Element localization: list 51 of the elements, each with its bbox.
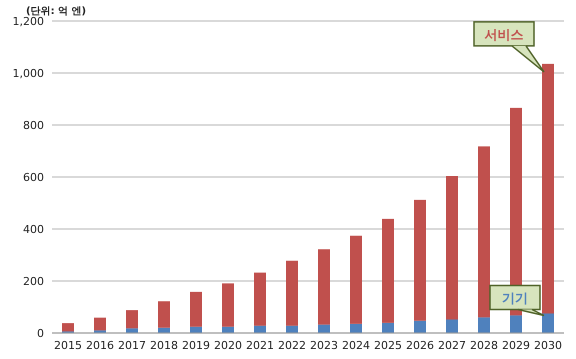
bar [222, 283, 234, 327]
x-tick-label: 2019 [182, 338, 210, 352]
x-tick-label: 2016 [86, 338, 114, 352]
x-tick-label: 2018 [150, 338, 178, 352]
bar [286, 260, 298, 326]
bar [542, 314, 554, 333]
bar [254, 326, 266, 333]
y-tick-label: 0 [37, 326, 44, 340]
y-tick-label: 600 [23, 170, 44, 184]
x-tick-label: 2026 [406, 338, 434, 352]
bar [94, 318, 106, 330]
bar [158, 301, 170, 328]
bar [350, 236, 362, 324]
x-tick-label: 2028 [470, 338, 498, 352]
bar [446, 319, 458, 333]
y-tick-label: 200 [23, 274, 44, 288]
x-tick-label: 2021 [246, 338, 274, 352]
x-tick-label: 2015 [54, 338, 82, 352]
bar [318, 324, 330, 333]
bar [350, 324, 362, 333]
x-tick-label: 2025 [374, 338, 402, 352]
bar [414, 320, 426, 333]
bar [510, 315, 522, 333]
bar [190, 292, 202, 327]
bar [382, 218, 394, 323]
text: (단위: 억 엔) [26, 5, 86, 17]
x-tick-label: 2030 [534, 338, 562, 352]
bar [414, 200, 426, 321]
y-tick-label: 800 [23, 118, 44, 132]
bar [382, 322, 394, 333]
bar [126, 310, 138, 328]
x-tick-label: 2027 [438, 338, 466, 352]
series-label: 기기 [502, 292, 528, 306]
bar [286, 326, 298, 333]
bar [446, 176, 458, 320]
bar [62, 323, 74, 332]
x-tick-label: 2022 [278, 338, 306, 352]
y-tick-label: 1,000 [12, 66, 44, 80]
y-tick-label: 1,200 [12, 14, 44, 28]
x-tick-label: 2029 [502, 338, 530, 352]
x-tick-label: 2017 [118, 338, 146, 352]
bar [478, 317, 490, 333]
callout-box: 서비스 [473, 21, 545, 73]
bar [542, 64, 554, 314]
y-tick-label: 400 [23, 222, 44, 236]
x-tick-label: 2020 [214, 338, 242, 352]
x-tick-label: 2023 [310, 338, 338, 352]
bar [318, 249, 330, 325]
x-tick-label: 2024 [342, 338, 370, 352]
bar [478, 146, 490, 318]
bar [254, 272, 266, 326]
